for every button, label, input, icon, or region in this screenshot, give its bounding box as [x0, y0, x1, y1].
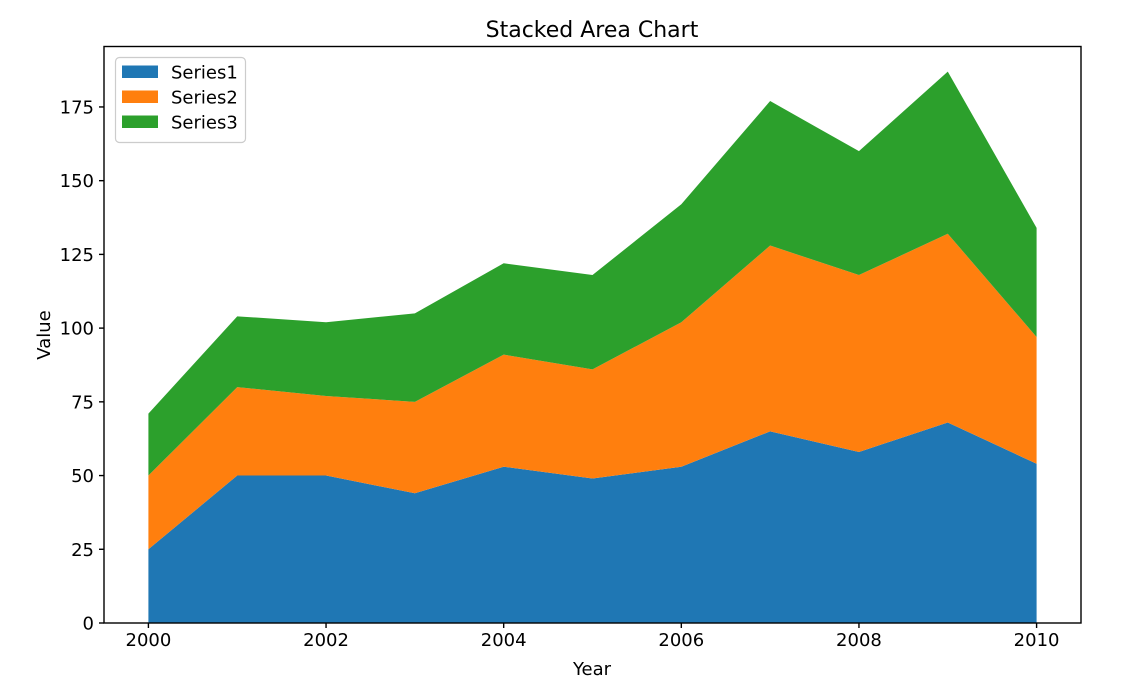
x-tick-label: 2010 [1014, 630, 1060, 651]
chart-title: Stacked Area Chart [486, 18, 699, 43]
y-axis-label: Value [34, 310, 55, 359]
legend: Series1 Series2 Series3 [114, 56, 247, 144]
x-tick-label: 2002 [303, 630, 349, 651]
area-series1 [148, 422, 1037, 623]
x-tick-label: 2008 [836, 630, 882, 651]
area-series2 [148, 233, 1037, 550]
plot-frame [103, 45, 1082, 624]
legend-label-series1: Series1 [171, 63, 238, 84]
legend-label-series3: Series3 [171, 113, 238, 134]
y-tick-label: 150 [60, 171, 94, 192]
x-tick-label: 2000 [126, 630, 172, 651]
area-series3 [148, 71, 1037, 476]
x-tick-label: 2004 [481, 630, 527, 651]
y-tick-label: 175 [60, 97, 94, 118]
x-tick-label: 2006 [658, 630, 704, 651]
legend-label-series2: Series2 [171, 88, 238, 109]
legend-swatch-series3 [122, 115, 158, 128]
y-tick-label: 75 [71, 392, 94, 413]
y-tick-label: 100 [60, 319, 94, 340]
area-series-group [148, 71, 1037, 623]
y-tick-label: 125 [60, 245, 94, 266]
x-axis-label: Year [572, 659, 612, 680]
y-tick-label: 50 [71, 466, 94, 487]
y-tick-label: 0 [83, 614, 94, 635]
axes-group: 2000 2002 2004 2006 2008 2010 0 25 50 75 100 125 150… [60, 45, 1082, 651]
y-tick-label: 25 [71, 540, 94, 561]
legend-swatch-series2 [122, 90, 158, 103]
legend-swatch-series1 [122, 65, 158, 78]
